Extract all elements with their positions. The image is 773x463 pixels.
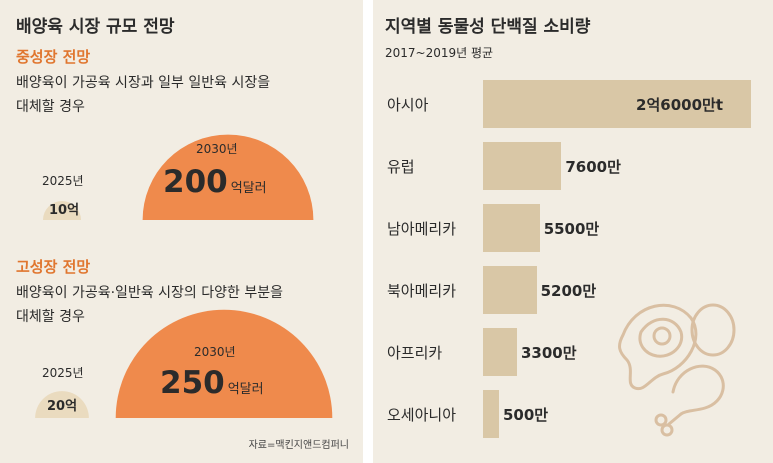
scenario1-year-2030: 2030년: [196, 142, 238, 156]
consumption-value-label: 5200만: [540, 282, 597, 300]
market-title: 배양육 시장 규모 전망: [16, 17, 175, 37]
scenario2-heading: 고성장 전망: [16, 258, 91, 276]
consumption-bar: [483, 266, 537, 314]
scenario2-desc-line1: 배양육이 가공육·일반육 시장의 다양한 부분을: [16, 285, 283, 301]
consumption-bar: [483, 204, 540, 252]
scenario2-2025-semicircle: [35, 391, 89, 418]
scenario1-2025-semicircle: [43, 201, 81, 220]
region-label: 북아메리카: [387, 282, 457, 300]
market-chart-svg: [35, 134, 333, 418]
scenario2-value-2030-group: 250 억달러: [160, 365, 264, 401]
scenario2-value-2025: 20억: [47, 399, 78, 414]
consumption-subtitle: 2017~2019년 평균: [385, 46, 494, 60]
scenario2-value-2030: 250: [160, 365, 225, 401]
consumption-value-label: 7600만: [565, 158, 621, 176]
region-label: 유럽: [387, 158, 415, 176]
scenario2-year-2030: 2030년: [194, 345, 236, 359]
scenario1-value-2025: 10억: [49, 203, 80, 218]
meat-egg-drumstick-icon: [618, 303, 736, 437]
source-note: 자료=맥킨지앤드컴퍼니: [248, 440, 349, 451]
region-label: 오세아니아: [387, 406, 457, 424]
scenario1-desc-line1: 배양육이 가공육 시장과 일부 일반육 시장을: [16, 75, 271, 91]
market-size-panel: 배양육 시장 규모 전망 중성장 전망 배양육이 가공육 시장과 일부 일반육 …: [0, 0, 363, 463]
region-label: 아시아: [387, 96, 429, 114]
scenario1-value-2030-group: 200 억달러: [163, 164, 267, 200]
consumption-bar: [483, 328, 517, 376]
consumption-value-label: 3300만: [521, 344, 577, 362]
scenario1-unit-2030: 억달러: [230, 181, 267, 196]
region-label: 남아메리카: [387, 220, 457, 238]
consumption-bar: [483, 390, 499, 438]
consumption-bar: [483, 142, 562, 190]
consumption-bar: [483, 80, 751, 128]
scenario2-2030-semicircle: [115, 309, 333, 418]
consumption-value-label: 5500만: [543, 220, 600, 238]
scenario2-desc-line2: 대체할 경우: [16, 309, 85, 325]
consumption-title: 지역별 동물성 단백질 소비량: [385, 17, 591, 37]
scenario2-year-2025: 2025년: [42, 366, 84, 380]
consumption-value-label: 2억6000만t: [636, 96, 723, 114]
region-label: 아프리카: [387, 344, 443, 362]
scenario1-desc-line2: 대체할 경우: [16, 99, 85, 115]
consumption-value-label: 500만: [503, 406, 549, 424]
scenario1-2030-semicircle: [142, 134, 314, 220]
scenario1-year-2025: 2025년: [42, 174, 84, 188]
protein-consumption-panel: 지역별 동물성 단백질 소비량 2017~2019년 평균 아시아 2억6000만…: [373, 0, 773, 463]
scenario1-value-2030: 200: [163, 164, 228, 200]
scenario1-heading: 중성장 전망: [16, 48, 91, 66]
scenario2-unit-2030: 억달러: [227, 382, 264, 397]
